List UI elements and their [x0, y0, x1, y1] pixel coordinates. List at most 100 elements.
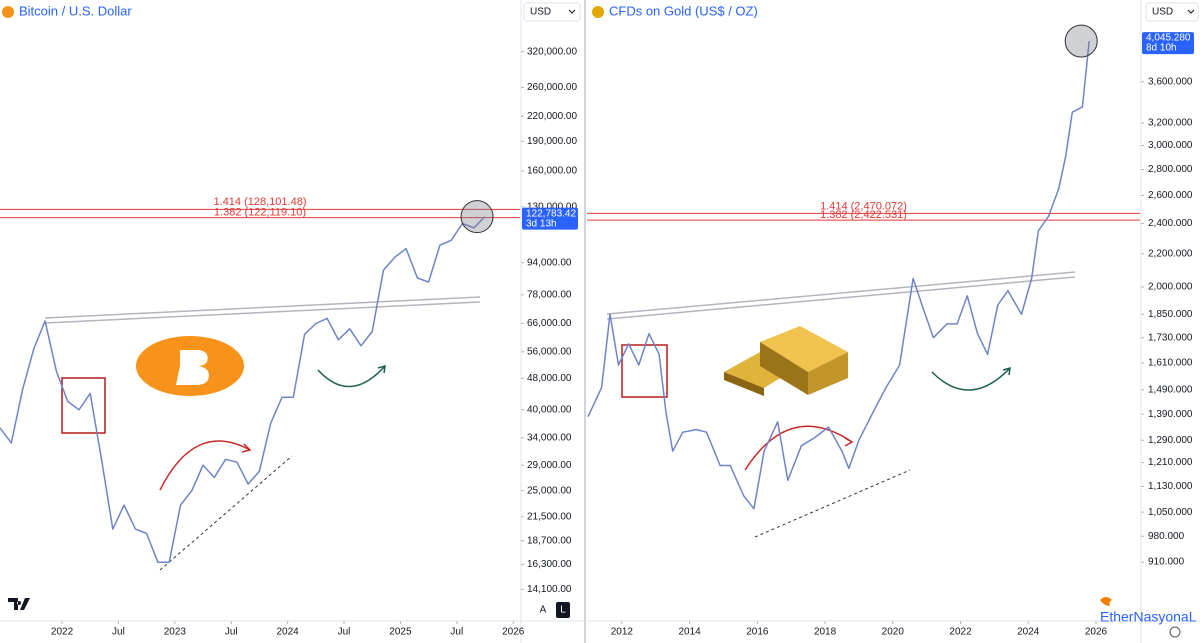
currency-label[interactable]: USD	[530, 7, 551, 18]
y-tick-label: 320,000.00	[527, 46, 577, 57]
y-tick-label: 1,210.000	[1148, 457, 1193, 468]
support-line	[159, 455, 293, 571]
x-tick-label: 2025	[389, 627, 412, 638]
gold-bar	[760, 342, 808, 395]
highlight-box	[621, 344, 668, 398]
y-tick-label: 2,000.000	[1148, 282, 1193, 293]
last-price-label: 4,045.280	[1146, 33, 1191, 44]
fib-level-label: 1.382 (2,422.531)	[820, 209, 907, 221]
x-tick-label: 2016	[746, 627, 769, 638]
settings-icon[interactable]	[1169, 626, 1181, 638]
y-tick-label: 220,000.00	[527, 111, 577, 122]
btc-drawings	[44, 296, 481, 571]
y-tick-label: 1,730.000	[1148, 332, 1193, 343]
price-line	[587, 41, 1090, 510]
currency-label[interactable]: USD	[1152, 7, 1173, 18]
y-tick-label: 3,600.000	[1148, 76, 1193, 87]
x-tick-label: 2014	[678, 627, 701, 638]
symbol-icon	[592, 6, 604, 18]
gold-bar	[724, 372, 764, 396]
chevron	[568, 9, 576, 14]
y-tick-label: 1,390.000	[1148, 409, 1193, 420]
scale-button[interactable]	[536, 602, 550, 618]
y-tick-label: 130,000.00	[527, 201, 577, 212]
panel: 910.000 980.000 1,050.000 1,130.000 1,210.00…	[587, 24, 1194, 638]
gold-bar	[760, 326, 848, 372]
arrow-head	[377, 364, 386, 374]
y-tick-label: 2,200.000	[1148, 248, 1193, 259]
y-tick-label: 2,400.000	[1148, 218, 1193, 229]
y-tick-label: 3,000.000	[1148, 140, 1193, 151]
support-line	[754, 469, 911, 538]
x-tick-label: 2022	[51, 627, 74, 638]
bitcoin-symbol	[176, 350, 209, 385]
y-tick-label: 2,600.000	[1148, 190, 1193, 201]
highlight-box	[61, 377, 106, 434]
y-tick-label: 1,050.000	[1148, 507, 1193, 518]
y-tick-label: 910.000	[1148, 557, 1185, 568]
x-tick-label: Jul	[225, 627, 238, 638]
fib-level-label: 1.414 (128,101.48)	[214, 196, 307, 208]
countdown-label: 3d 13h	[526, 218, 557, 229]
y-tick-label: 1,290.000	[1148, 435, 1193, 446]
y-tick-label: 16,300.00	[527, 559, 572, 570]
chart-title: Bitcoin / U.S. Dollar	[19, 3, 132, 18]
arrow	[317, 365, 386, 388]
arrow-head	[1002, 366, 1011, 376]
y-tick-label: 94,000.00	[527, 257, 572, 268]
y-tick-label: 3,200.000	[1148, 118, 1193, 129]
bottom-controls: A L EtherNasyonaL	[8, 597, 1197, 638]
y-tick-label: 14,100.00	[527, 584, 572, 595]
y-tick-label: 160,000.00	[527, 166, 577, 177]
plots: 14,100.00 16,300.00 18,700.00 21,500.00 25,0…	[0, 24, 1194, 638]
scale-button-label[interactable]: L	[560, 605, 566, 616]
x-tick-label: 2012	[611, 627, 634, 638]
focus-circle	[460, 200, 494, 234]
y-tick-label: 48,000.00	[527, 373, 572, 384]
trendline	[44, 301, 481, 324]
gold-bars-image	[724, 326, 848, 396]
currency-select[interactable]	[523, 2, 581, 22]
x-tick-label: 2024	[277, 627, 300, 638]
x-tick-label: 2022	[949, 627, 972, 638]
chevron	[1187, 9, 1195, 14]
trendline	[44, 296, 481, 319]
currency-select[interactable]	[1145, 2, 1199, 22]
trendline	[606, 271, 1076, 315]
plot-area: 1.414 (128,101.48)1.382 (122,119.10)	[0, 196, 520, 564]
y-tick-label: 1,850.000	[1148, 309, 1193, 320]
x-tick-label: 2024	[1017, 627, 1040, 638]
price-line	[0, 216, 486, 564]
x-tick-label: 2023	[164, 627, 187, 638]
y-tick-label: 29,000.00	[527, 460, 572, 471]
countdown-label: 8d 10h	[1146, 43, 1177, 54]
y-tick-label: 34,000.00	[527, 432, 572, 443]
y-tick-label: 2,800.000	[1148, 164, 1193, 175]
tradingview-logo	[8, 598, 30, 610]
top-controls: USD USD Bitcoin / U.S. Dollar CFDs on Go…	[2, 2, 1199, 22]
x-tick-label: 2026	[1085, 627, 1108, 638]
x-tick-label: Jul	[450, 627, 463, 638]
chart-title: CFDs on Gold (US$ / OZ)	[609, 3, 758, 18]
y-tick-label: 190,000.00	[527, 136, 577, 147]
scale-button[interactable]	[556, 602, 570, 618]
y-tick-label: 1,610.000	[1148, 357, 1193, 368]
last-price-badge	[1142, 32, 1194, 55]
watermark-bird	[1100, 597, 1112, 606]
y-tick-label: 40,000.00	[527, 404, 572, 415]
y-tick-label: 56,000.00	[527, 346, 572, 357]
scale-button-label[interactable]: A	[540, 605, 547, 616]
arrow	[931, 367, 1011, 391]
arrow	[744, 425, 853, 471]
last-price-label: 122,783.42	[526, 208, 576, 219]
y-tick-label: 21,500.00	[527, 511, 572, 522]
x-tick-label: 2020	[882, 627, 905, 638]
y-tick-label: 1,130.000	[1148, 481, 1193, 492]
gold-drawings	[606, 271, 1076, 538]
arrow-head	[241, 443, 252, 453]
gold-bar	[808, 352, 848, 395]
y-tick-label: 78,000.00	[527, 289, 572, 300]
x-tick-label: 2018	[814, 627, 837, 638]
